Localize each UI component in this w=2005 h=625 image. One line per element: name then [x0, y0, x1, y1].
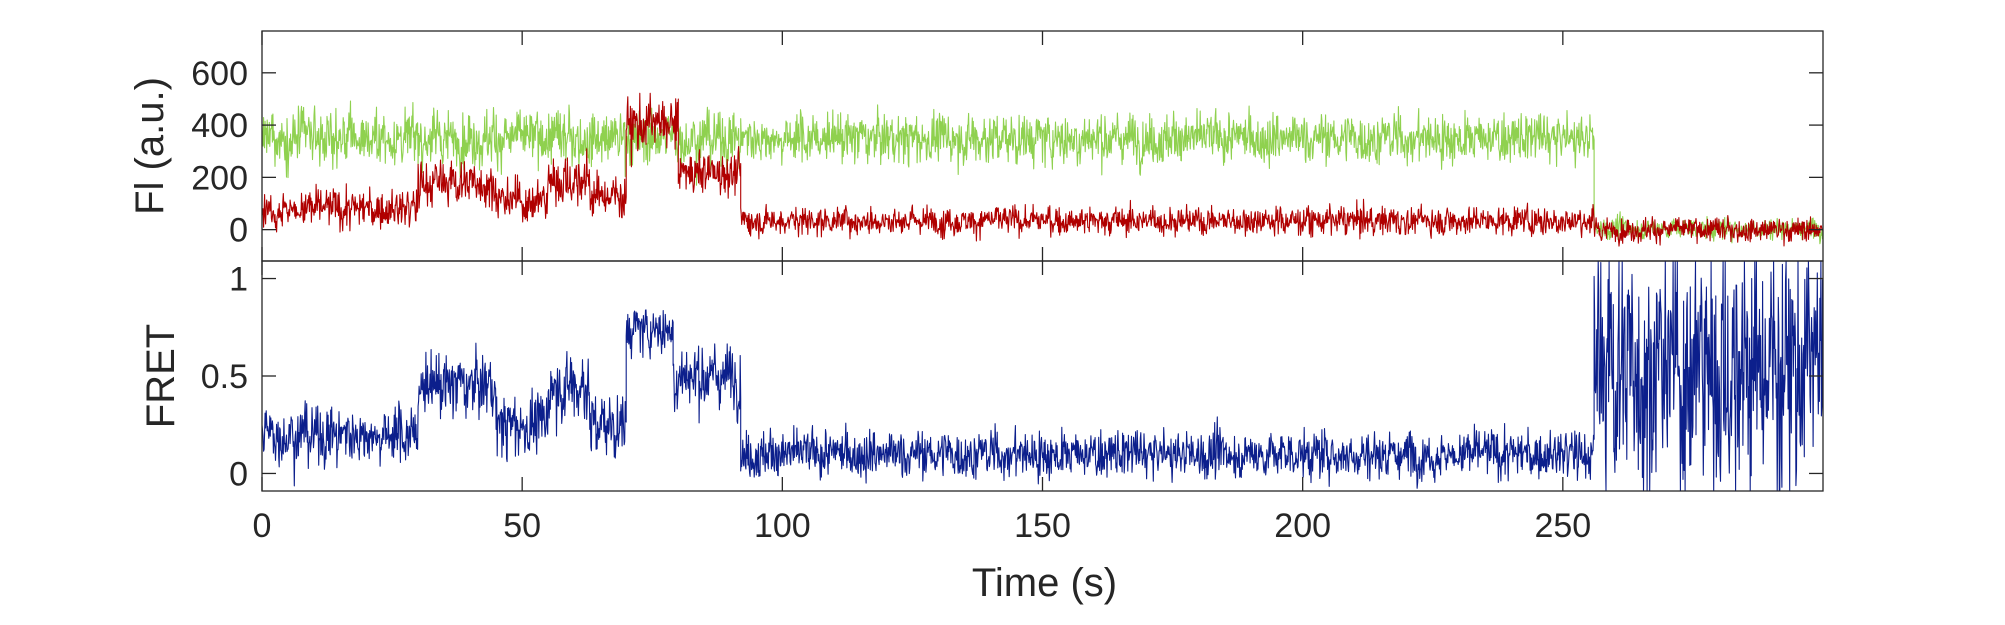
x-tick-label: 0	[253, 507, 272, 545]
fret-axes-box	[261, 260, 1824, 492]
x-tick-label: 100	[754, 507, 811, 545]
y-tick-label: 0.5	[201, 358, 248, 396]
y-tick-label: 0	[229, 455, 248, 493]
y-tick-label: 0	[229, 212, 248, 250]
y-tick-label: 1	[229, 261, 248, 299]
y-tick-label: 200	[191, 159, 248, 197]
y-tick-label: 600	[191, 55, 248, 93]
fluorescence-series-0	[262, 100, 1823, 245]
time-x-axis-label: Time (s)	[972, 561, 1117, 605]
y-tick-label: 400	[191, 107, 248, 145]
fluorescence-panel: 0 200 400 600 Fl (a.u.)	[128, 30, 1824, 262]
x-tick-label: 50	[503, 507, 541, 545]
x-tick-label: 200	[1274, 507, 1331, 545]
fret-y-axis-label: FRET	[139, 324, 183, 428]
fret-ticks: 0 0.5 1 0 50 100 150 200 250	[201, 261, 1823, 545]
fluorescence-series-1	[262, 92, 1823, 247]
fret-traces	[262, 261, 1823, 491]
fluorescence-y-axis-label: Fl (a.u.)	[128, 77, 172, 215]
x-tick-label: 150	[1014, 507, 1071, 545]
fret-panel: 0 0.5 1 0 50 100 150 200 250 FRET Time (s)	[139, 260, 1824, 605]
fret-series-0	[262, 261, 1823, 491]
x-tick-label: 250	[1534, 507, 1591, 545]
fluorescence-traces	[262, 92, 1823, 247]
fluorescence-y-ticks: 0 200 400 600	[191, 31, 1823, 261]
